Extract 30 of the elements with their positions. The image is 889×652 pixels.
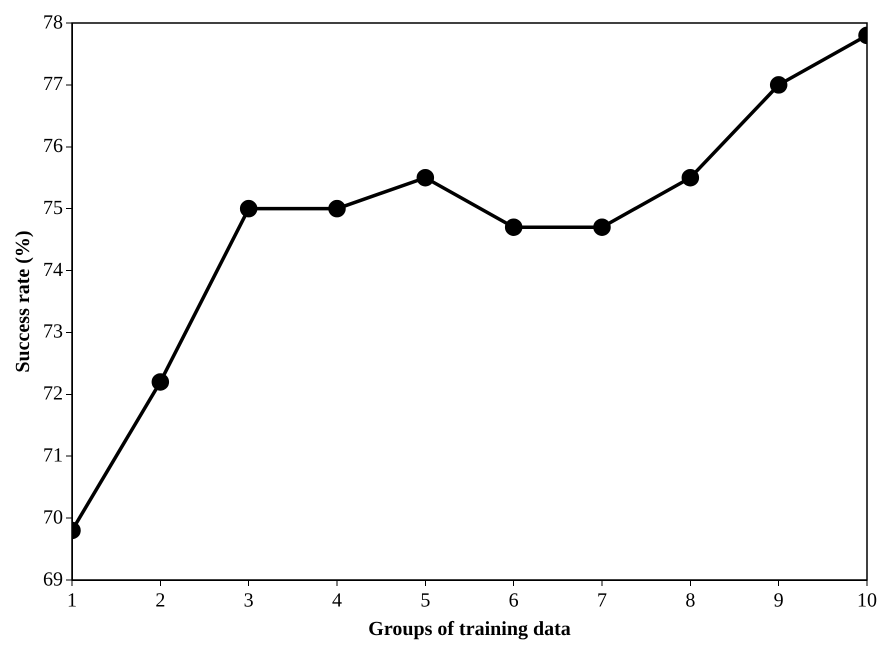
point (770, 76, 788, 94)
x-tick-label: 10 (857, 589, 877, 612)
y-tick-label: 73 (43, 320, 63, 343)
y-tick-label: 69 (43, 568, 63, 590)
x-tick-label: 1 (67, 589, 77, 612)
x-tick-label: 7 (597, 589, 607, 612)
y-tick-label: 77 (43, 73, 63, 96)
point (682, 168, 700, 186)
y-tick-label: 72 (43, 382, 63, 405)
y-tick-label: 71 (43, 444, 63, 466)
x-tick-label: 2 (155, 589, 166, 612)
point (240, 200, 258, 218)
y-tick-label: 74 (43, 258, 63, 281)
y-tick-label: 70 (43, 506, 63, 528)
x-tick-label: 9 (774, 589, 784, 612)
point (328, 200, 346, 218)
point (504, 218, 522, 236)
point (152, 373, 170, 391)
x-tick-label: 3 (244, 589, 254, 612)
x-tick-label: 4 (332, 589, 342, 612)
x-axis-title: Groups of training data (368, 618, 571, 640)
y-tick-label: 76 (43, 135, 63, 158)
y-tick-label: 75 (43, 196, 63, 219)
x-tick-label: 5 (420, 589, 430, 612)
point (593, 218, 611, 236)
y-axis-title: Success rate (%) (12, 230, 34, 373)
x-tick-label: 6 (508, 589, 519, 612)
y-tick-label: 78 (43, 11, 63, 34)
x-tick-label: 8 (685, 589, 696, 612)
point (416, 168, 434, 186)
